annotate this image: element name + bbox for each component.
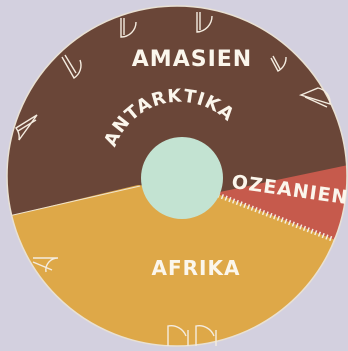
door-icon[interactable] [120, 18, 137, 38]
door-icon[interactable] [298, 87, 331, 108]
door-icon[interactable] [14, 114, 38, 141]
region-afrika[interactable] [0, 185, 348, 351]
door-icon[interactable] [32, 257, 59, 273]
door-icon[interactable] [270, 55, 287, 72]
door-icon[interactable] [167, 325, 189, 346]
region-label-amasien: AMASIEN [132, 47, 252, 72]
board-rim [6, 5, 348, 347]
ozeanien-border [217, 192, 346, 247]
region-label-afrika: AFRIKA [152, 256, 241, 280]
door-icon[interactable] [61, 54, 82, 79]
amasien-afrika-seam [7, 185, 141, 219]
center-hub [141, 137, 223, 219]
door-icon[interactable] [196, 12, 213, 33]
door-icon[interactable] [195, 325, 217, 346]
door-icons [14, 12, 331, 346]
region-ozeanien[interactable] [215, 165, 348, 245]
